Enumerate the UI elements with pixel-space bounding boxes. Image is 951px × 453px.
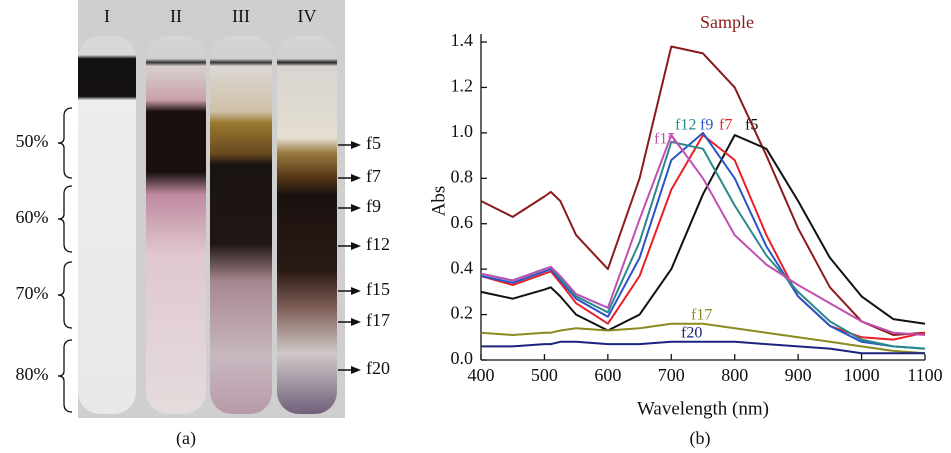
x-tick-label: 800 [721, 365, 748, 385]
fraction-label: f7 [366, 166, 381, 186]
layer-label: 70% [16, 283, 49, 303]
arrow-head [351, 318, 361, 326]
series-line [480, 322, 926, 355]
tube [78, 36, 136, 414]
y-tick-label: 1.2 [451, 76, 474, 96]
arrow-head [351, 366, 361, 374]
y-tick-label: 0.8 [451, 166, 474, 186]
fraction-label: f5 [366, 133, 381, 153]
panel-b-chart: 0.0 0.2 0.4 0.6 0.8 1.0 1.2 1.4 400 500 600 700 800 9… [428, 12, 942, 449]
x-tick-label: 900 [785, 365, 812, 385]
series-label: f17 [691, 307, 712, 324]
series-line [481, 340, 925, 355]
panel-a-labels: I II III IV50%60%70%80%f5f7f9f12f15f17f20(a… [16, 6, 391, 449]
y-tick-label: 1.0 [451, 121, 474, 141]
series-line [480, 45, 926, 336]
layer-label: 80% [16, 364, 49, 384]
series-line [480, 134, 926, 332]
arrow-head [351, 287, 361, 295]
series-label: f12 [675, 117, 696, 134]
y-tick-label: 0.6 [451, 212, 474, 232]
x-tick-label: 1100 [907, 365, 942, 385]
y-tick-label: 0.2 [451, 303, 474, 323]
fraction-label: f20 [366, 358, 390, 378]
x-tick-label: 500 [531, 365, 558, 385]
brace [57, 185, 73, 253]
x-tick-label: 1000 [844, 365, 880, 385]
brace [57, 339, 73, 413]
fraction-label: f12 [366, 234, 390, 254]
x-axis-label: Wavelength (nm) [637, 398, 769, 419]
fraction-label: f9 [366, 196, 381, 216]
arrow-head [351, 141, 361, 149]
y-tick-label: 1.4 [451, 30, 474, 50]
y-axis-label: Abs [428, 186, 449, 217]
caption: (a) [176, 428, 196, 449]
y-tick-label: 0.0 [451, 348, 474, 368]
brace [57, 261, 73, 329]
series-line [480, 134, 926, 336]
layer-label: 50% [16, 131, 49, 151]
x-tick-label: 700 [658, 365, 685, 385]
tube-label: IV [298, 6, 317, 26]
caption: (b) [690, 428, 711, 449]
fraction-label: f15 [366, 279, 390, 299]
y-tick-label: 0.4 [451, 257, 474, 277]
series-label: f20 [681, 325, 702, 342]
arrow-head [351, 204, 361, 212]
tube-label: III [232, 6, 250, 26]
tube [277, 36, 337, 414]
arrow-head [351, 174, 361, 182]
tube-label: I [104, 6, 110, 26]
tube-label: II [170, 6, 182, 26]
brace [57, 107, 73, 179]
layer-label: 60% [16, 207, 49, 227]
series-label: f5 [745, 117, 758, 134]
series-label: f9 [700, 117, 713, 134]
tube [146, 36, 206, 414]
series-line [480, 134, 926, 341]
tube [210, 36, 272, 414]
series-label: f7 [719, 117, 732, 134]
arrow-head [351, 242, 361, 250]
x-tick-label: 400 [468, 365, 495, 385]
series-label: Sample [700, 12, 754, 32]
fraction-label: f17 [366, 310, 390, 330]
series-label: f15 [654, 131, 675, 148]
series-line [480, 131, 926, 350]
x-tick-label: 600 [594, 365, 621, 385]
